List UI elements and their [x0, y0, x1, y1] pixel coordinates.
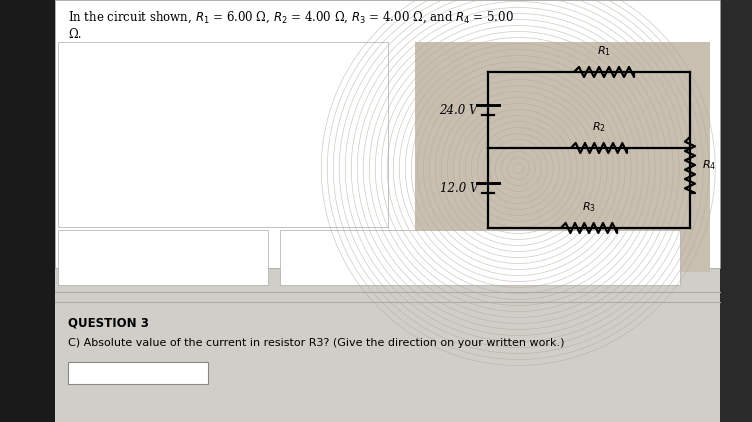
- Text: $R_1$: $R_1$: [597, 44, 611, 58]
- Text: QUESTION 3: QUESTION 3: [68, 316, 149, 329]
- Text: $R_3$: $R_3$: [582, 200, 596, 214]
- Bar: [58, 42, 388, 227]
- Text: $R_2$: $R_2$: [592, 120, 606, 134]
- Bar: [720, 0, 752, 422]
- Text: C) Absolute value of the current in resistor R3? (Give the direction on your wri: C) Absolute value of the current in resi…: [68, 338, 565, 348]
- Bar: [415, 42, 710, 272]
- Bar: [58, 230, 268, 285]
- Bar: [280, 230, 680, 285]
- Text: 12.0 V: 12.0 V: [439, 181, 478, 195]
- Bar: [0, 0, 55, 422]
- Bar: [55, 0, 720, 268]
- Text: $R_4$: $R_4$: [702, 158, 716, 172]
- Text: 24.0 V: 24.0 V: [439, 103, 478, 116]
- Text: Ω.: Ω.: [68, 28, 81, 41]
- Bar: [68, 362, 208, 384]
- Text: In the circuit shown, $R_1$ = 6.00 Ω, $R_2$ = 4.00 Ω, $R_3$ = 4.00 Ω, and $R_4$ : In the circuit shown, $R_1$ = 6.00 Ω, $R…: [68, 10, 514, 25]
- Bar: [55, 0, 720, 422]
